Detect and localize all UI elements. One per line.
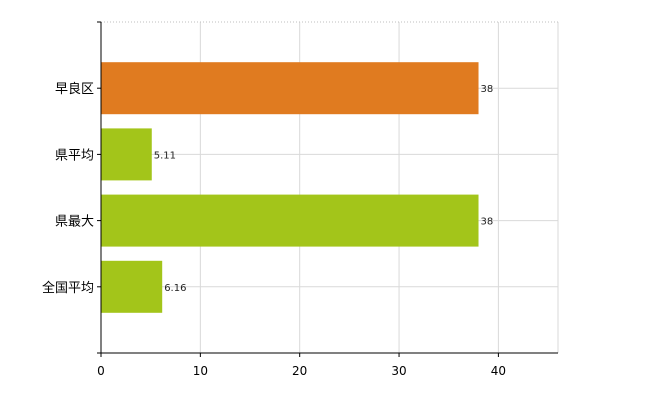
x-tick-label: 20 — [292, 364, 307, 378]
category-label: 県平均 — [55, 148, 94, 163]
category-label: 県最大 — [55, 215, 94, 230]
data-label: 38 — [481, 84, 494, 95]
bar — [101, 260, 163, 313]
data-label: 38 — [481, 217, 494, 228]
x-tick-label: 30 — [391, 364, 406, 378]
bar — [101, 128, 152, 181]
category-label: 全国平均 — [42, 280, 94, 296]
bars — [101, 62, 479, 313]
x-tick-label: 10 — [193, 364, 208, 378]
axes — [97, 21, 558, 357]
category-label: 早良区 — [55, 81, 94, 97]
bar — [101, 194, 479, 247]
bar — [101, 62, 479, 115]
x-tick-label: 40 — [491, 364, 506, 378]
data-label: 5.11 — [154, 150, 176, 161]
x-tick-label: 0 — [97, 364, 105, 378]
data-label: 6.16 — [164, 283, 186, 294]
